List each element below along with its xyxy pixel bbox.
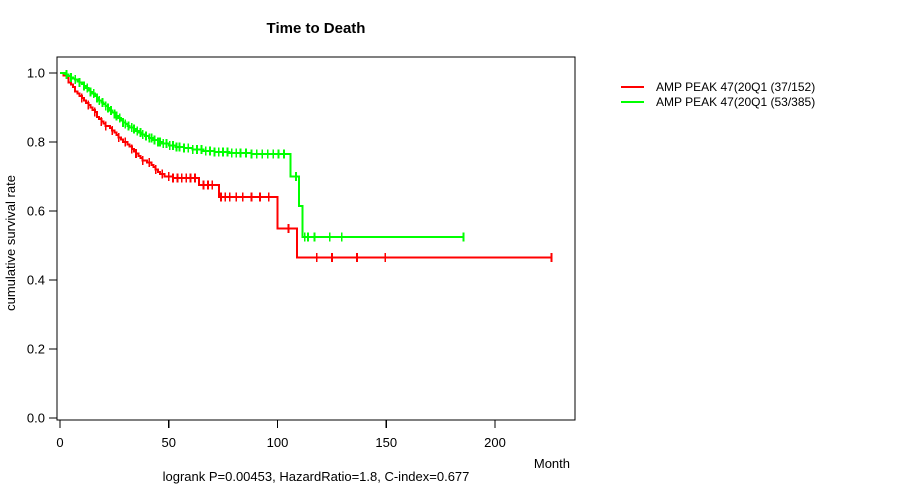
y-tick-label: 0.8: [27, 135, 45, 150]
chart-title: Time to Death: [267, 20, 366, 37]
x-axis-title: Month: [534, 456, 570, 471]
x-tick-label: 0: [56, 435, 63, 450]
y-tick-label: 0.4: [27, 273, 45, 288]
survival-curve-red: [60, 72, 552, 259]
x-tick-label: 200: [484, 435, 506, 450]
legend-line-green-icon: [621, 100, 644, 103]
series-layer: [60, 70, 553, 263]
legend-label-green: AMP PEAK 47(20Q1 (53/385): [656, 94, 816, 109]
legend-line-red-icon: [621, 85, 644, 88]
y-tick-label: 0.0: [27, 411, 45, 426]
plot-box: [56, 56, 576, 421]
stats-annotation: logrank P=0.00453, HazardRatio=1.8, C-in…: [163, 469, 470, 484]
x-tick-label: 100: [267, 435, 289, 450]
x-tick-label: 50: [162, 435, 176, 450]
legend: AMP PEAK 47(20Q1 (37/152) AMP PEAK 47(20…: [621, 79, 815, 109]
y-tick-label: 0.6: [27, 204, 45, 219]
y-tick-label: 0.2: [27, 342, 45, 357]
axes-layer: 0 50 100 150 200 0.0 0.2 0.4 0.6 0.8 1.0: [27, 56, 576, 450]
legend-item-red: AMP PEAK 47(20Q1 (37/152): [621, 79, 815, 94]
legend-label-red: AMP PEAK 47(20Q1 (37/152): [656, 79, 816, 94]
y-axis-title: cumulative survival rate: [3, 175, 18, 311]
x-tick-label: 150: [375, 435, 397, 450]
y-tick-label: 1.0: [27, 66, 45, 81]
legend-item-green: AMP PEAK 47(20Q1 (53/385): [621, 94, 815, 109]
